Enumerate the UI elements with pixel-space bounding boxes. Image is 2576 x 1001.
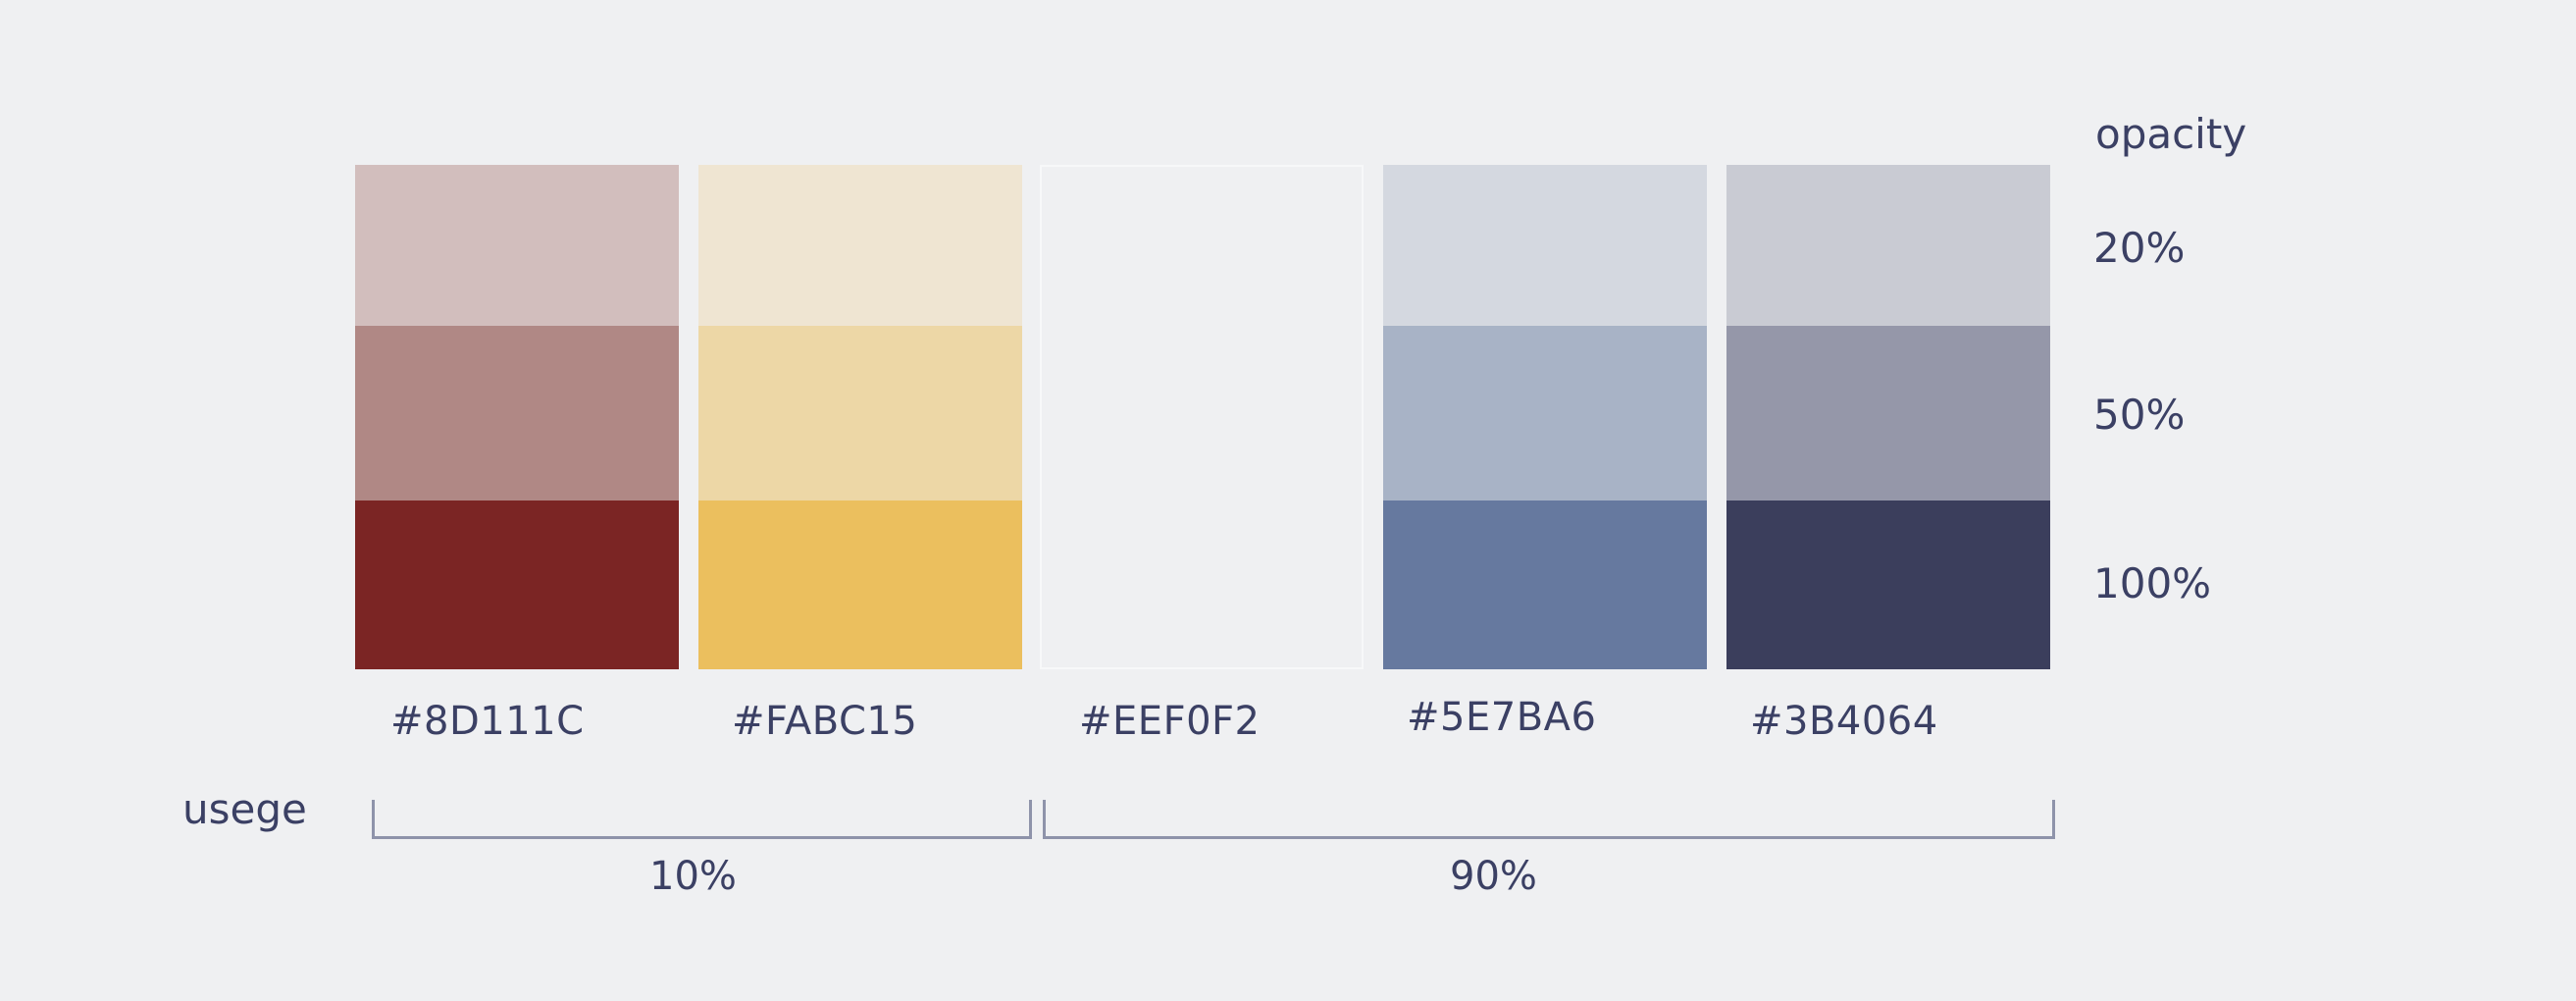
swatch-blue-50: [1383, 326, 1707, 500]
swatch-navy-20: [1726, 165, 2050, 326]
swatch-yellow-50: [698, 326, 1022, 500]
swatch-red-50: [355, 326, 679, 500]
opacity-level-100: 100%: [2093, 559, 2212, 607]
usage-bracket-base: [1043, 800, 2055, 839]
opacity-heading: opacity: [2095, 110, 2247, 158]
swatch-column-blue: [1383, 165, 1707, 669]
swatch-light-50: [1040, 326, 1364, 500]
hex-label-light: #EEF0F2: [1079, 699, 1261, 744]
swatch-yellow-20: [698, 165, 1022, 326]
swatch-column-navy: [1726, 165, 2050, 669]
swatch-red-20: [355, 165, 679, 326]
hex-label-red: #8D111C: [390, 699, 585, 744]
usage-bracket-accent: [372, 800, 1032, 839]
swatch-yellow-100: [698, 500, 1022, 669]
swatch-column-yellow: [698, 165, 1022, 669]
swatch-blue-100: [1383, 500, 1707, 669]
usage-percent-base: 90%: [1450, 854, 1537, 899]
opacity-level-50: 50%: [2093, 391, 2186, 439]
opacity-level-20: 20%: [2093, 224, 2186, 272]
swatch-light-100: [1040, 500, 1364, 669]
usage-percent-accent: 10%: [649, 854, 737, 899]
swatch-light-20: [1040, 165, 1364, 326]
swatch-red-100: [355, 500, 679, 669]
swatch-navy-100: [1726, 500, 2050, 669]
swatch-column-red: [355, 165, 679, 669]
hex-label-yellow: #FABC15: [732, 699, 918, 744]
hex-label-blue: #5E7BA6: [1407, 695, 1597, 740]
hex-label-navy: #3B4064: [1750, 699, 1938, 744]
usage-label: usege: [182, 785, 307, 833]
swatch-navy-50: [1726, 326, 2050, 500]
swatch-blue-20: [1383, 165, 1707, 326]
swatch-column-light: [1040, 165, 1364, 669]
